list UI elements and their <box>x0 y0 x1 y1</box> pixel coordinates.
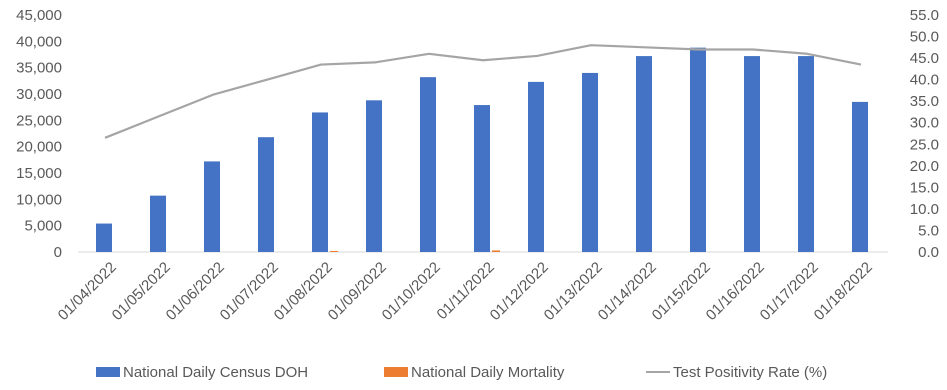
mortality-bar <box>492 250 500 252</box>
x-tick-label: 01/10/2022 <box>379 259 444 324</box>
y2-tick-label: 15.0 <box>910 179 939 196</box>
y2-tick-label: 30.0 <box>910 115 939 132</box>
positivity-rate-line <box>104 44 862 139</box>
census-bar <box>798 56 814 252</box>
y2-tick-label: 50.0 <box>910 29 939 46</box>
census-bar <box>528 81 544 253</box>
census-bar <box>258 137 274 252</box>
mortality-bar <box>330 250 338 252</box>
y2-tick-label: 25.0 <box>910 136 939 153</box>
y-tick-label: 10,000 <box>16 191 62 208</box>
census-bar <box>312 112 328 252</box>
y2-tick-label: 20.0 <box>910 158 939 175</box>
y2-tick-label: 10.0 <box>910 201 939 218</box>
legend-label-census: National Daily Census DOH <box>123 364 308 381</box>
census-bar <box>690 47 706 252</box>
y-tick-label: 0 <box>54 244 62 261</box>
census-bar <box>474 105 490 252</box>
census-bar <box>366 100 382 252</box>
legend-label-rate: Test Positivity Rate (%) <box>673 364 827 381</box>
y-tick-label: 45,000 <box>16 7 62 24</box>
y2-tick-label: 40.0 <box>910 72 939 89</box>
y-tick-label: 20,000 <box>16 139 62 156</box>
y2-tick-label: 5.0 <box>918 222 939 239</box>
legend-label-mortality: National Daily Mortality <box>411 364 565 381</box>
x-tick-label: 01/18/2022 <box>811 259 876 324</box>
y-tick-label: 30,000 <box>16 86 62 103</box>
census-bar <box>420 77 436 252</box>
y2-tick-label: 0.0 <box>918 244 939 261</box>
y2-tick-label: 55.0 <box>910 7 939 24</box>
census-bar <box>582 72 598 252</box>
y-tick-label: 40,000 <box>16 33 62 50</box>
y-tick-label: 5,000 <box>24 218 62 235</box>
census-bar <box>636 56 652 252</box>
y2-tick-label: 35.0 <box>910 93 939 110</box>
legend-swatch-mortality <box>384 367 408 377</box>
y-tick-label: 35,000 <box>16 60 62 77</box>
census-bar <box>150 195 166 252</box>
y-tick-label: 15,000 <box>16 165 62 182</box>
census-bar <box>96 223 112 252</box>
census-bar <box>744 56 760 252</box>
y-tick-label: 25,000 <box>16 112 62 129</box>
census-bar <box>204 161 220 252</box>
legend-swatch-census <box>96 367 120 377</box>
y2-tick-label: 45.0 <box>910 50 939 67</box>
census-bar <box>852 101 868 253</box>
